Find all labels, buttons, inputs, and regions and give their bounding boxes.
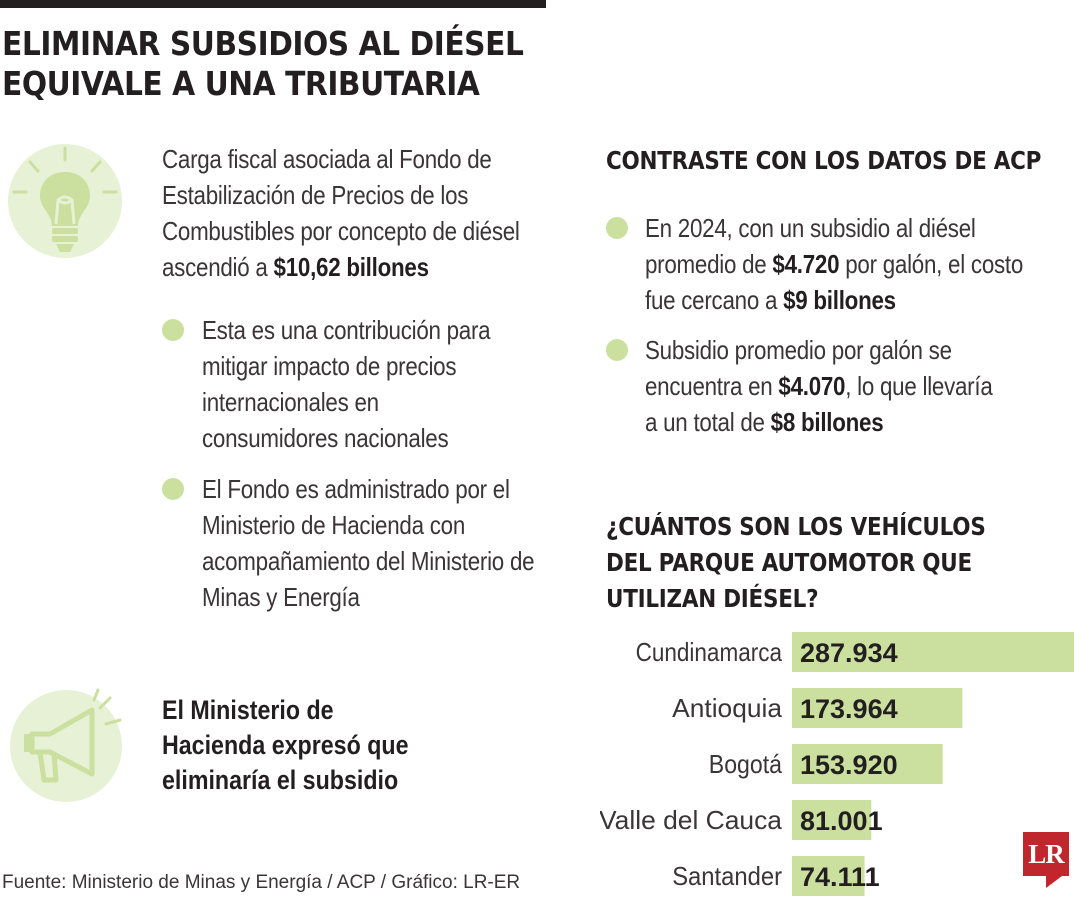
chart-value-label: 153.920 xyxy=(800,750,898,780)
chart-value-label: 74.111 xyxy=(800,862,880,892)
top-rule xyxy=(0,0,546,8)
intro-amount: $10,62 billones xyxy=(274,252,429,282)
acp-bullet-2: Subsidio promedio por galón se encuentra… xyxy=(645,332,1006,440)
megaphone-icon xyxy=(10,690,122,802)
chart-category-label: Antioquia xyxy=(672,693,782,723)
chart-value-label: 287.934 xyxy=(800,638,898,668)
page-title: ELIMINAR SUBSIDIOS AL DIÉSEL EQUIVALE A … xyxy=(2,24,524,104)
bullet-dot xyxy=(606,339,628,361)
chart-value-label: 81.001 xyxy=(800,806,883,836)
lightbulb-icon xyxy=(8,144,122,258)
chart-category-label: Santander xyxy=(672,861,782,891)
lr-logo-tail xyxy=(1046,876,1062,888)
acp-bullet-1-amount: $4.720 xyxy=(772,249,839,279)
vehicles-heading: ¿CUÁNTOS SON LOS VEHÍCULOS DEL PARQUE AU… xyxy=(606,509,986,617)
acp-bullet-2-amount: $4.070 xyxy=(778,371,845,401)
intro-text: Carga fiscal asociada al Fondo de Estabi… xyxy=(162,141,540,285)
source-note: Fuente: Ministerio de Minas y Energía / … xyxy=(2,872,520,894)
title-line-1: ELIMINAR SUBSIDIOS AL DIÉSEL xyxy=(2,24,524,64)
acp-bullet-2-total: $8 billones xyxy=(771,407,884,437)
acp-bullet-1-total: $9 billones xyxy=(783,285,896,315)
chart-category-label: Valle del Cauca xyxy=(600,805,783,835)
chart-category-label: Bogotá xyxy=(709,749,783,779)
chart-value-label: 173.964 xyxy=(800,694,898,724)
vehicles-heading-line-1: ¿CUÁNTOS SON LOS VEHÍCULOS xyxy=(606,509,986,545)
vehicles-bar-chart: Cundinamarca 287.934 Antioquia 173.964 Bogot… xyxy=(600,620,1076,900)
lr-logo: LR xyxy=(1023,832,1069,876)
acp-heading: CONTRASTE CON LOS DATOS DE ACP xyxy=(606,143,1041,178)
left-bullet-2: El Fondo es administrado por el Minister… xyxy=(202,471,546,615)
acp-bullet-1: En 2024, con un subsidio al diésel prome… xyxy=(645,210,1032,318)
bullet-dot xyxy=(162,319,184,341)
vehicles-heading-line-3: UTILIZAN DIÉSEL? xyxy=(606,581,986,617)
vehicles-heading-line-2: DEL PARQUE AUTOMOTOR QUE xyxy=(606,545,986,581)
chart-category-label: Cundinamarca xyxy=(636,637,783,667)
left-bullet-1: Esta es una contribución para mitigar im… xyxy=(202,312,499,456)
bullet-dot xyxy=(162,478,184,500)
bullet-dot xyxy=(606,217,628,239)
ministry-headline: El Ministerio de Hacienda expresó que el… xyxy=(162,693,420,798)
title-line-2: EQUIVALE A UNA TRIBUTARIA xyxy=(2,64,524,104)
